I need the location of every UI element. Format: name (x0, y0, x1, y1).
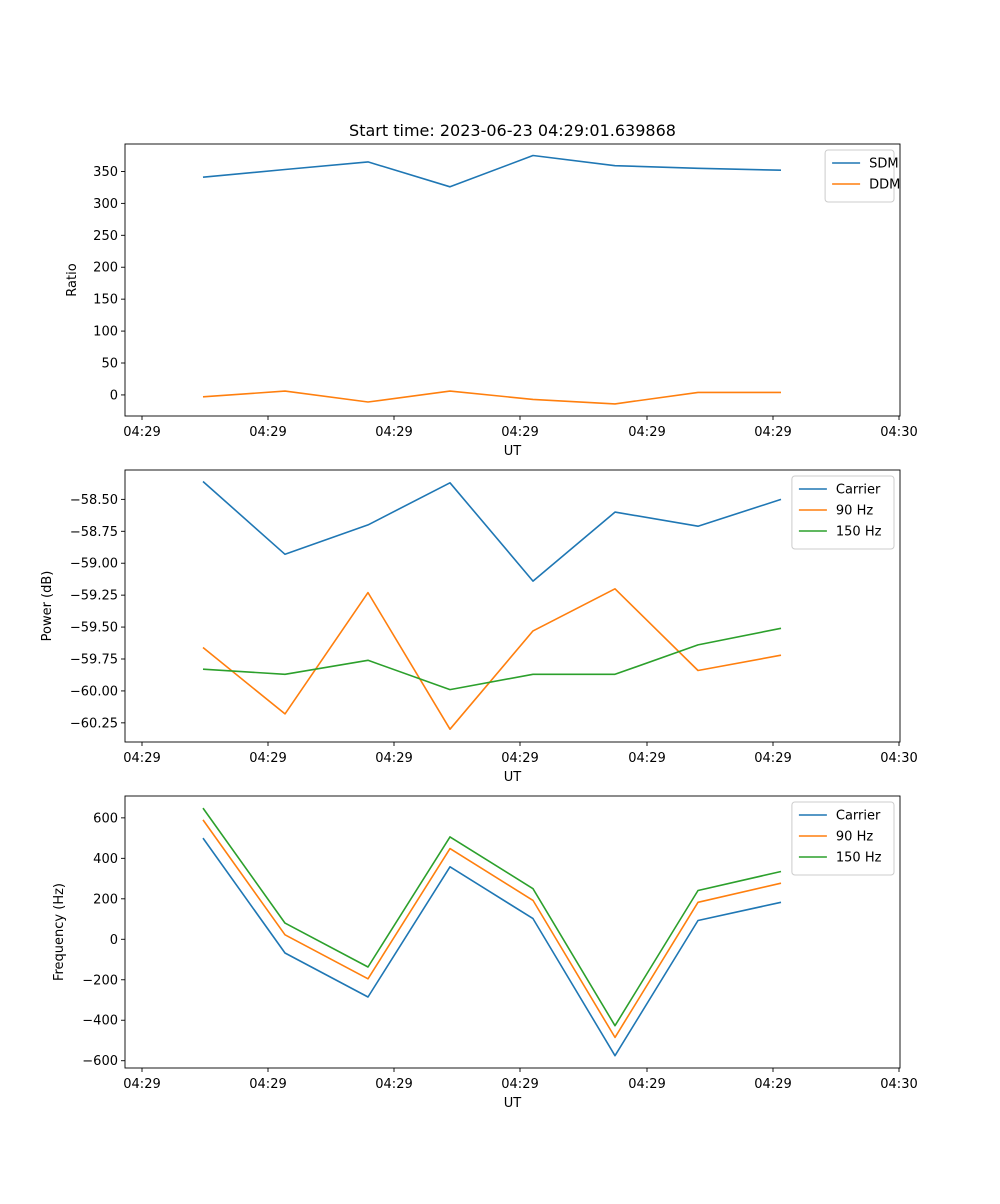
x-tick-label: 04:29 (501, 751, 538, 766)
x-tick-label: 04:29 (375, 425, 412, 440)
x-tick-label: 04:29 (754, 425, 791, 440)
y-tick-label: 250 (93, 229, 118, 244)
x-tick-label: 04:29 (754, 751, 791, 766)
x-axis-label: UT (504, 770, 522, 785)
y-axis-label: Frequency (Hz) (52, 883, 67, 981)
axes-frame (124, 795, 901, 1069)
x-tick-label: 04:29 (375, 751, 412, 766)
y-tick-label: 0 (110, 933, 118, 948)
y-tick-label: 300 (93, 197, 118, 212)
series-line-sdm (202, 154, 782, 188)
y-tick-label: 350 (93, 165, 118, 180)
x-tick-label: 04:29 (628, 1077, 665, 1092)
legend-entry: 90 Hz (836, 830, 873, 845)
x-tick-label: 04:29 (628, 425, 665, 440)
y-tick-label: −60.00 (70, 684, 118, 699)
x-tick-label: 04:29 (249, 425, 286, 440)
legend-entry: SDM (869, 157, 898, 172)
x-tick-label: 04:29 (375, 1077, 412, 1092)
legend-entry: 150 Hz (836, 525, 882, 540)
y-tick-label: 200 (93, 261, 118, 276)
chart-panel-3: −600 −400 −200 0 200 400 600 04:29 04:29 04:29 04:… (52, 795, 918, 1111)
y-tick-label: 200 (93, 892, 118, 907)
x-tick-label: 04:29 (754, 1077, 791, 1092)
y-tick-label: −58.50 (70, 493, 118, 508)
x-tick-label: 04:29 (123, 751, 160, 766)
x-tick-label: 04:29 (123, 425, 160, 440)
legend-entry: 150 Hz (836, 851, 882, 866)
y-tick-label: 600 (93, 811, 118, 826)
series-line-carrier (202, 837, 782, 1057)
x-tick-label: 04:29 (123, 1077, 160, 1092)
x-tick-label: 04:29 (501, 425, 538, 440)
y-tick-label: −200 (82, 973, 118, 988)
chart-title: Start time: 2023-06-23 04:29:01.639868 (349, 121, 676, 140)
y-axis-label: Power (dB) (40, 571, 55, 642)
series-line-90-hz (202, 819, 782, 1039)
y-tick-label: −58.75 (70, 525, 118, 540)
legend: SDM DDM (824, 149, 900, 203)
axes-frame (124, 143, 901, 417)
y-tick-label: 50 (101, 357, 118, 372)
x-axis-label: UT (504, 1096, 522, 1111)
y-tick-label: −59.50 (70, 621, 118, 636)
y-tick-label: −60.25 (70, 716, 118, 731)
series-line-90-hz (202, 587, 782, 731)
legend: Carrier 90 Hz 150 Hz (791, 801, 895, 876)
x-tick-label: 04:29 (501, 1077, 538, 1092)
x-tick-label: 04:29 (249, 751, 286, 766)
x-tick-label: 04:30 (880, 425, 917, 440)
chart-panel-2: −60.25 −60.00 −59.75 −59.50 −59.25 −59.00 −58.… (40, 469, 918, 785)
x-tick-label: 04:29 (628, 751, 665, 766)
series-line-150-hz (202, 807, 782, 1027)
x-tick-label: 04:30 (880, 751, 917, 766)
series-line-carrier (202, 480, 782, 582)
series-line-150-hz (202, 627, 782, 691)
x-tick-label: 04:29 (249, 1077, 286, 1092)
x-tick-label: 04:30 (880, 1077, 917, 1092)
y-tick-label: 0 (110, 388, 118, 403)
axes-frame (124, 469, 901, 743)
legend-entry: DDM (869, 178, 900, 193)
y-tick-label: 100 (93, 325, 118, 340)
legend-entry: Carrier (836, 809, 881, 824)
y-tick-label: −400 (82, 1014, 118, 1029)
legend-entry: Carrier (836, 483, 881, 498)
x-axis-label: UT (504, 444, 522, 459)
y-tick-label: −59.00 (70, 557, 118, 572)
y-tick-label: 400 (93, 852, 118, 867)
y-tick-label: 150 (93, 293, 118, 308)
y-tick-label: −59.75 (70, 652, 118, 667)
y-axis-label: Ratio (65, 263, 80, 296)
y-tick-label: −59.25 (70, 589, 118, 604)
series-line-ddm (202, 390, 781, 405)
chart-panel-1: 0 50 100 150 200 250 300 350 04:29 04:29 04:29 04:2… (65, 143, 918, 459)
legend-entry: 90 Hz (836, 504, 873, 519)
legend: Carrier 90 Hz 150 Hz (791, 475, 895, 550)
y-tick-label: −600 (82, 1054, 118, 1069)
